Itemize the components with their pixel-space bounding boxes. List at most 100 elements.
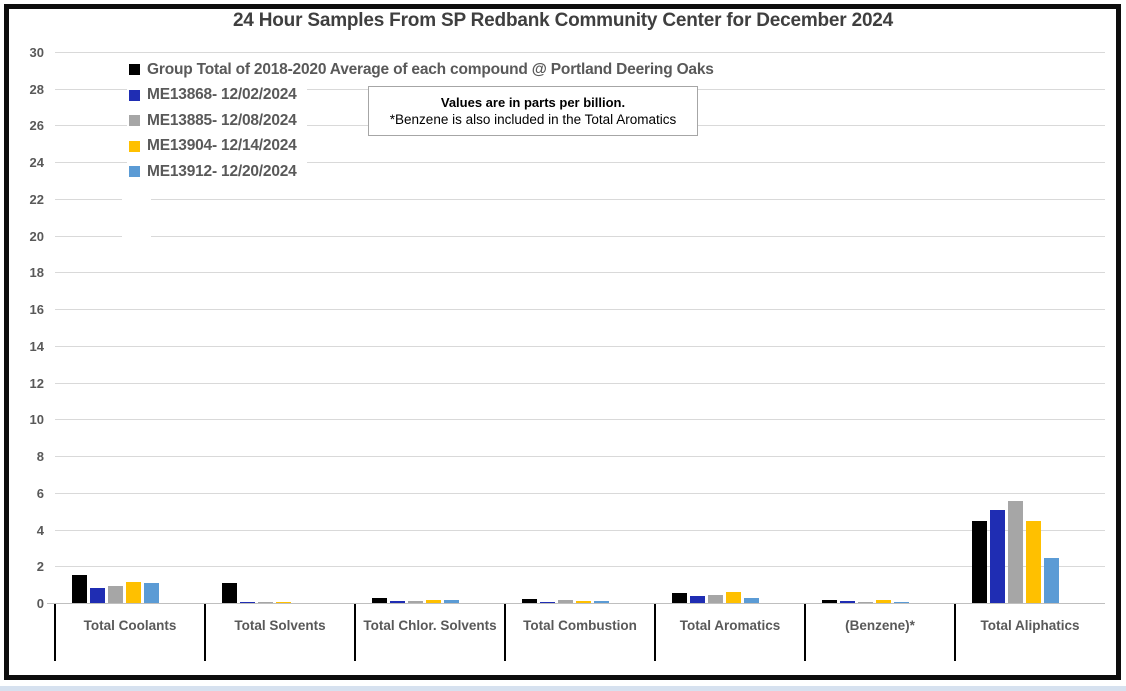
bar[interactable] [708,594,723,603]
gridline [55,492,1105,494]
legend-item[interactable]: ME13904- 12/14/2024 [127,136,307,156]
bar[interactable] [1008,501,1023,603]
bar[interactable] [444,600,459,603]
bar[interactable] [744,598,759,603]
bar[interactable] [108,585,123,603]
bar[interactable] [1026,521,1041,603]
bar[interactable] [894,601,909,603]
legend-swatch-icon [129,64,140,75]
y-axis-tick-label: 30 [29,45,44,60]
gridline [55,162,1105,164]
legend-swatch-icon [129,140,140,152]
category-divider-tick [504,604,506,661]
gridline [55,382,1105,384]
legend-label: Group Total of 2018-2020 Average of each… [147,60,714,78]
y-axis-tick-label: 2 [36,559,44,575]
category-divider-tick [954,604,956,661]
legend-label: ME13912- 12/20/2024 [147,162,297,180]
legend-swatch-icon [129,89,140,101]
bar[interactable] [240,601,255,603]
bar[interactable] [276,601,291,603]
y-axis-tick-label: 18 [29,265,44,281]
x-axis-category-label: Total Combustion [523,618,637,633]
y-axis-tick-label: 26 [29,118,44,134]
bar[interactable] [390,600,405,603]
y-axis-tick-label: 24 [29,155,44,171]
bar[interactable] [372,597,387,603]
legend: Group Total of 2018-2020 Average of each… [127,60,724,188]
bar[interactable] [858,601,873,603]
bar[interactable] [126,581,141,603]
bar[interactable] [426,599,441,603]
bar[interactable] [90,588,105,603]
x-axis-category-label: Total Coolants [83,618,177,633]
y-axis-tick-label: 28 [29,81,44,97]
bar[interactable] [672,592,687,603]
chart-title: 24 Hour Samples From SP Redbank Communit… [232,10,894,31]
annotation-box: Values are in parts per billion. *Benzen… [368,86,698,136]
bar[interactable] [726,591,741,603]
bar[interactable] [594,601,609,603]
gridline [55,419,1105,421]
category-divider-tick [804,604,806,661]
category-divider-tick [654,604,656,661]
legend-item[interactable]: ME13885- 12/08/2024 [127,111,307,130]
bar[interactable] [1044,558,1059,603]
bar[interactable] [72,575,87,603]
gridline [55,456,1105,458]
gridline [55,272,1105,274]
bar[interactable] [876,600,891,603]
legend-item[interactable]: ME13912- 12/20/2024 [127,162,307,181]
gridline [55,52,1105,53]
y-axis-tick-label: 14 [29,338,44,354]
y-axis-tick-label: 12 [29,375,44,391]
category-divider-tick [354,604,356,661]
bar[interactable] [258,601,273,603]
annotation-units-text: Values are in parts per billion. [440,95,626,110]
bar[interactable] [408,601,423,603]
gridline [55,345,1105,347]
bar[interactable] [540,602,555,603]
bar[interactable] [144,582,159,603]
bar[interactable] [690,595,705,603]
legend-swatch-icon [129,115,140,126]
category-divider-tick [204,604,206,661]
legend-item[interactable]: ME13868- 12/02/2024 [127,85,307,105]
y-axis-tick-label: 6 [36,485,44,501]
x-axis-category-label: Total Aromatics [679,618,781,633]
window-bottom-strip [0,686,1126,691]
legend-swatch-icon [129,166,140,177]
plot-area: Total Coolants Total Solvents Total Chlor.… [47,52,1105,661]
y-axis-tick-label: 4 [36,522,44,538]
bar[interactable] [822,600,837,603]
gridline [55,309,1105,311]
annotation-benzene-note: *Benzene is also included in the Total A… [389,112,677,127]
legend-label: ME13885- 12/08/2024 [147,111,297,129]
y-axis-tick-label: 22 [29,191,44,207]
gridline [55,235,1105,237]
x-axis-category-label: Total Chlor. Solvents [363,618,497,633]
x-axis-category-label: Total Aliphatics [980,618,1080,633]
y-axis-tick-label: 10 [29,412,44,428]
legend-label: ME13904- 12/14/2024 [147,137,297,154]
legend-item[interactable]: Group Total of 2018-2020 Average of each… [127,60,724,79]
blank-textbox-artifact [122,186,151,250]
bar[interactable] [558,600,573,603]
x-axis-category-label: (Benzene)* [845,618,915,633]
bar[interactable] [522,599,537,603]
legend-label: ME13868- 12/02/2024 [147,86,297,103]
bar[interactable] [840,601,855,603]
y-axis-tick-label: 16 [29,302,44,318]
bar[interactable] [990,510,1005,603]
bar[interactable] [222,582,237,603]
gridline [55,566,1105,568]
bar[interactable] [972,521,987,603]
gridline [55,529,1105,531]
x-axis-category-label: Total Solvents [234,618,326,633]
bar[interactable] [576,601,591,603]
x-axis-line [47,603,1105,604]
category-divider-tick [54,604,56,661]
y-axis-tick-label: 20 [29,228,44,244]
y-axis-tick-label: 8 [36,449,44,465]
